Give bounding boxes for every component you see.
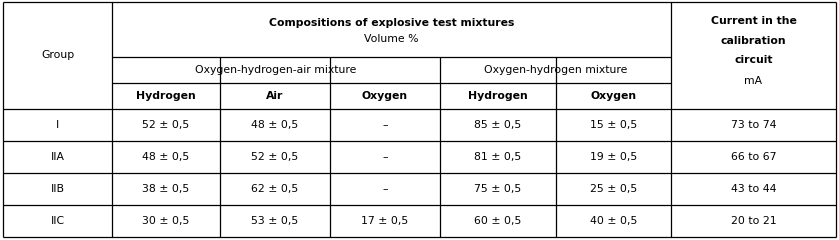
Text: Oxygen-hydrogen mixture: Oxygen-hydrogen mixture <box>484 65 628 75</box>
Text: Oxygen: Oxygen <box>362 91 408 101</box>
Text: Volume %: Volume % <box>364 34 419 44</box>
Text: 85 ± 0,5: 85 ± 0,5 <box>474 120 522 130</box>
Text: 48 ± 0,5: 48 ± 0,5 <box>252 120 299 130</box>
Text: IIA: IIA <box>50 152 65 162</box>
Text: –: – <box>383 184 388 194</box>
Text: 40 ± 0,5: 40 ± 0,5 <box>590 216 637 226</box>
Text: Group: Group <box>41 50 74 60</box>
Text: 60 ± 0,5: 60 ± 0,5 <box>474 216 522 226</box>
Text: Current in the: Current in the <box>711 16 796 26</box>
Text: 48 ± 0,5: 48 ± 0,5 <box>143 152 190 162</box>
Text: circuit: circuit <box>734 55 773 65</box>
Text: 20 to 21: 20 to 21 <box>731 216 776 226</box>
Text: Hydrogen: Hydrogen <box>468 91 528 101</box>
Text: IIB: IIB <box>50 184 65 194</box>
Text: 52 ± 0,5: 52 ± 0,5 <box>252 152 299 162</box>
Text: 81 ± 0,5: 81 ± 0,5 <box>474 152 522 162</box>
Text: 53 ± 0,5: 53 ± 0,5 <box>252 216 299 226</box>
Text: 17 ± 0,5: 17 ± 0,5 <box>362 216 409 226</box>
Text: mA: mA <box>744 76 763 86</box>
Text: Oxygen: Oxygen <box>591 91 637 101</box>
Text: 38 ± 0,5: 38 ± 0,5 <box>143 184 190 194</box>
Text: 43 to 44: 43 to 44 <box>731 184 776 194</box>
Text: Compositions of explosive test mixtures: Compositions of explosive test mixtures <box>268 18 514 28</box>
Text: 19 ± 0,5: 19 ± 0,5 <box>590 152 637 162</box>
Text: 73 to 74: 73 to 74 <box>731 120 776 130</box>
Text: Air: Air <box>266 91 284 101</box>
Text: 62 ± 0,5: 62 ± 0,5 <box>252 184 299 194</box>
Text: 52 ± 0,5: 52 ± 0,5 <box>143 120 190 130</box>
Text: –: – <box>383 152 388 162</box>
Text: 15 ± 0,5: 15 ± 0,5 <box>590 120 637 130</box>
Text: calibration: calibration <box>721 36 786 46</box>
Text: I: I <box>56 120 59 130</box>
Text: 25 ± 0,5: 25 ± 0,5 <box>590 184 637 194</box>
Text: –: – <box>383 120 388 130</box>
Text: 66 to 67: 66 to 67 <box>731 152 776 162</box>
Text: 30 ± 0,5: 30 ± 0,5 <box>143 216 190 226</box>
Text: Oxygen-hydrogen-air mixture: Oxygen-hydrogen-air mixture <box>195 65 357 75</box>
Text: Hydrogen: Hydrogen <box>136 91 195 101</box>
Text: 75 ± 0,5: 75 ± 0,5 <box>474 184 522 194</box>
Text: IIC: IIC <box>50 216 65 226</box>
